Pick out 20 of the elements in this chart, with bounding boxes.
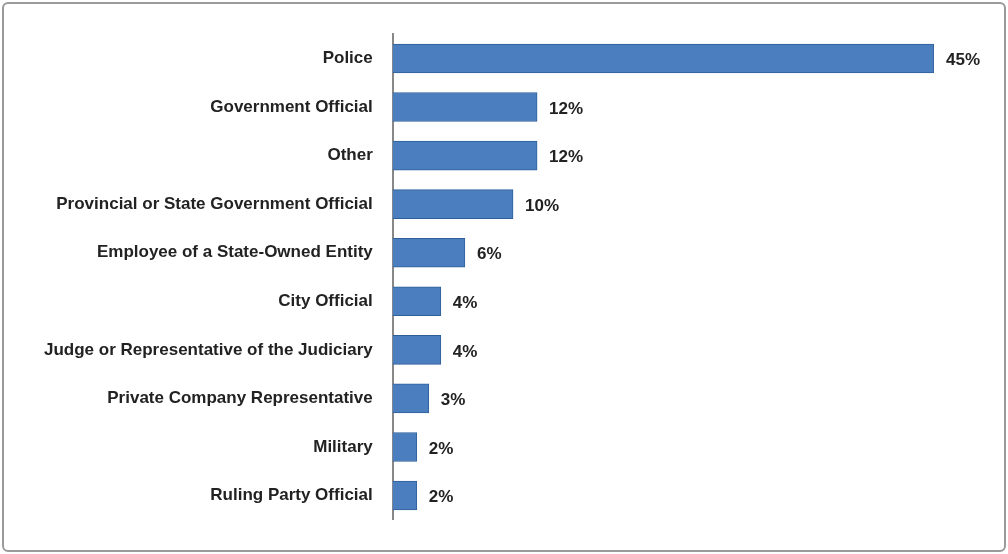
y-tick-label: Private Company Representative bbox=[107, 388, 373, 408]
y-tick-label: Ruling Party Official bbox=[210, 485, 373, 505]
data-label: 45% bbox=[946, 50, 981, 70]
y-tick-label: Judge or Representative of the Judiciary bbox=[44, 339, 374, 359]
data-label: 12% bbox=[549, 147, 584, 167]
y-tick-label: Government Official bbox=[210, 96, 373, 116]
data-label: 2% bbox=[428, 487, 454, 507]
y-tick-label: Employee of a State-Owned Entity bbox=[96, 242, 374, 262]
data-label: 12% bbox=[549, 98, 584, 118]
data-label: 4% bbox=[452, 292, 478, 312]
y-tick-label: Police bbox=[322, 48, 373, 68]
data-label: 3% bbox=[440, 390, 466, 410]
y-tick-label: Other bbox=[327, 145, 374, 165]
data-label: 4% bbox=[452, 341, 478, 361]
y-tick-label: City Official bbox=[278, 290, 373, 310]
data-label: 2% bbox=[428, 438, 454, 458]
data-label: 6% bbox=[476, 244, 502, 264]
y-tick-label: Military bbox=[313, 436, 374, 456]
data-label: 10% bbox=[525, 195, 560, 215]
y-tick-label: Provincial or State Government Official bbox=[56, 193, 373, 213]
